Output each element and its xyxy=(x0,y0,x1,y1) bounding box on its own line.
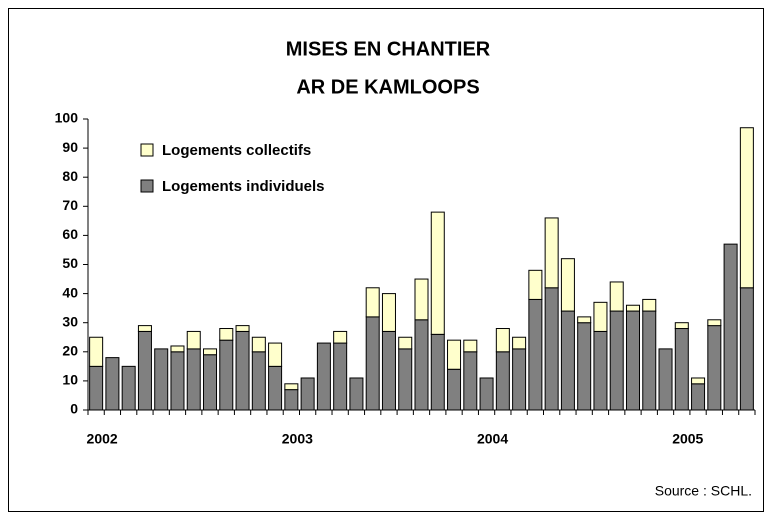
bar-segment xyxy=(251,336,266,353)
bar-segment xyxy=(593,301,608,332)
legend-label: Logements individuels xyxy=(162,178,325,195)
bar-segment xyxy=(691,383,706,411)
bar-segment xyxy=(154,348,169,411)
bar-segment xyxy=(544,287,559,411)
bar-segment xyxy=(89,365,104,411)
bar-segment xyxy=(170,345,185,353)
bar-segment xyxy=(203,354,218,411)
bar-segment xyxy=(577,316,592,324)
y-tick-label: 10 xyxy=(62,372,78,388)
y-tick-label: 40 xyxy=(62,284,78,300)
bar-segment xyxy=(349,377,364,411)
bar-segment xyxy=(137,330,152,411)
chart-title: AR DE KAMLOOPS xyxy=(296,76,479,98)
bar-segment xyxy=(560,310,575,411)
bar-segment xyxy=(105,357,120,411)
bar-segment xyxy=(723,243,738,411)
y-tick-label: 90 xyxy=(62,139,78,155)
bar-segment xyxy=(316,342,331,411)
y-tick-label: 60 xyxy=(62,226,78,242)
bar-segment xyxy=(609,310,624,411)
bar-segment xyxy=(707,325,722,411)
bar-segment xyxy=(430,211,445,335)
x-tick-label: 2002 xyxy=(87,431,118,447)
y-tick-label: 80 xyxy=(62,168,78,184)
source: Source : SCHL. xyxy=(655,483,752,499)
y-tick-label: 50 xyxy=(62,255,78,271)
bar-segment xyxy=(739,287,754,411)
y-tick-label: 70 xyxy=(62,197,78,213)
bar-segment xyxy=(528,298,543,411)
bar-segment xyxy=(268,342,283,367)
bar-segment xyxy=(674,328,689,411)
bar-segment xyxy=(121,365,136,411)
bar-segment xyxy=(691,377,706,385)
bar-segment xyxy=(625,310,640,411)
bar-segment xyxy=(365,287,380,318)
y-tick-label: 100 xyxy=(55,110,79,126)
bar-segment xyxy=(479,377,494,411)
x-tick-label: 2004 xyxy=(477,431,508,447)
bar-segment xyxy=(398,336,413,350)
bar-segment xyxy=(219,328,234,341)
bar-segment xyxy=(674,322,689,330)
bar-segment xyxy=(333,330,348,344)
bar-segment xyxy=(495,328,510,353)
bar-segment xyxy=(365,316,380,411)
bar-segment xyxy=(333,342,348,411)
legend-swatch xyxy=(140,179,154,193)
legend-swatch xyxy=(140,143,154,157)
legend-label: Logements collectifs xyxy=(162,142,311,159)
x-tick-label: 2003 xyxy=(282,431,313,447)
bar-segment xyxy=(463,339,478,353)
bar-segment xyxy=(495,351,510,411)
bar-segment xyxy=(137,325,152,332)
bar-segment xyxy=(186,348,201,411)
bar-segment xyxy=(512,348,527,411)
bar-segment xyxy=(414,278,429,321)
chart-border xyxy=(8,8,764,512)
bar-segment xyxy=(381,330,396,411)
bar-segment xyxy=(381,293,396,332)
bar-segment xyxy=(300,377,315,411)
y-tick-label: 0 xyxy=(70,401,78,417)
bar-segment xyxy=(609,281,624,312)
x-tick-label: 2005 xyxy=(672,431,703,447)
bar-segment xyxy=(577,322,592,411)
bar-segment xyxy=(658,348,673,411)
bar-segment xyxy=(463,351,478,411)
bar-segment xyxy=(268,365,283,411)
bar-segment xyxy=(203,348,218,356)
bar-segment xyxy=(642,298,657,312)
bar-segment xyxy=(186,330,201,350)
bar-segment xyxy=(625,304,640,312)
bar-segment xyxy=(284,383,299,391)
bar-segment xyxy=(284,389,299,411)
bar-segment xyxy=(447,339,462,370)
bar-segment xyxy=(593,330,608,411)
bar-segment xyxy=(739,127,754,289)
bar-segment xyxy=(544,217,559,289)
bar-segment xyxy=(398,348,413,411)
chart-title: MISES EN CHANTIER xyxy=(286,38,491,60)
bar-segment xyxy=(528,269,543,300)
bar-segment xyxy=(235,325,250,332)
bar-segment xyxy=(642,310,657,411)
y-tick-label: 20 xyxy=(62,343,78,359)
bar-segment xyxy=(560,258,575,312)
bar-segment xyxy=(89,336,104,367)
bar-segment xyxy=(251,351,266,411)
y-tick-label: 30 xyxy=(62,313,78,329)
bar-segment xyxy=(707,319,722,327)
bar-segment xyxy=(447,368,462,411)
bar-segment xyxy=(235,330,250,411)
bar-segment xyxy=(170,351,185,411)
bar-segment xyxy=(414,319,429,411)
bar-segment xyxy=(512,336,527,350)
bar-segment xyxy=(430,333,445,411)
bar-segment xyxy=(219,339,234,411)
